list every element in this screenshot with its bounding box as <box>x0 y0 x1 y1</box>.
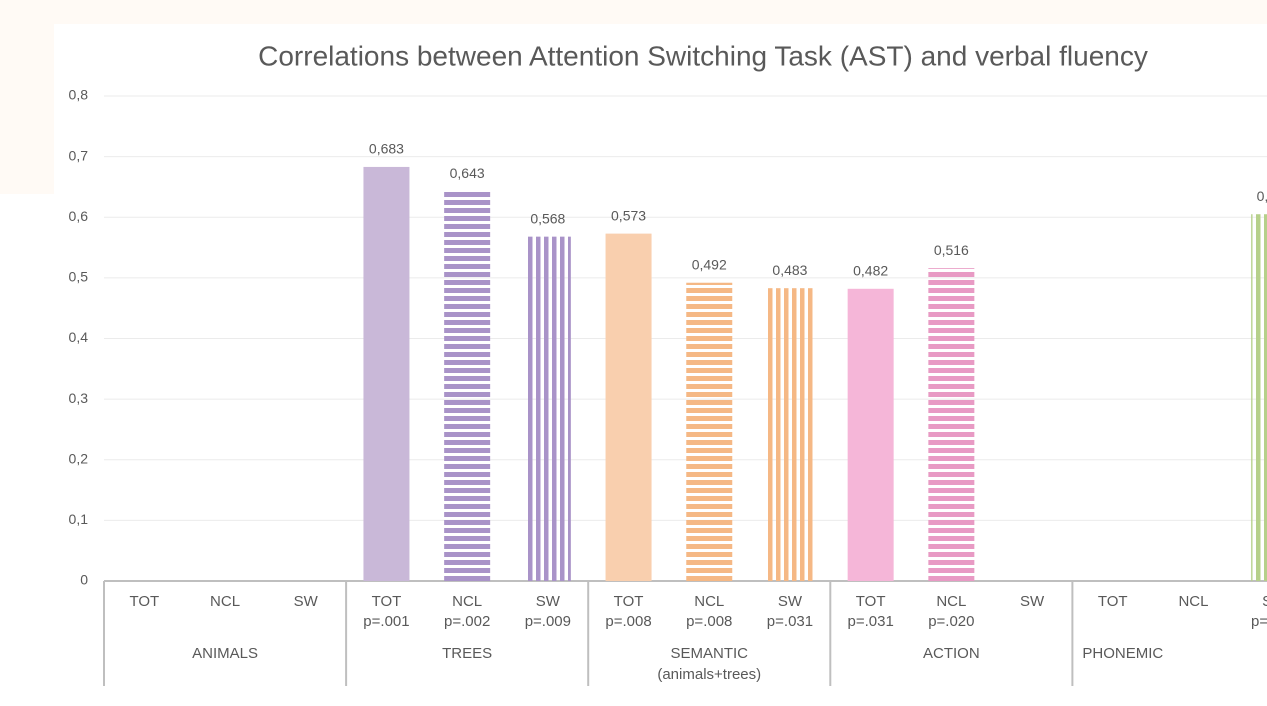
group-label: ACTION <box>923 645 980 662</box>
group-label: ANIMALS <box>192 645 258 662</box>
p-value-label: p=.031 <box>767 613 813 630</box>
value-label: 0,516 <box>934 242 969 258</box>
x-tick-label: TOT <box>1098 593 1128 610</box>
x-tick-label: TOT <box>614 593 644 610</box>
x-tick-label: NCL <box>1178 593 1208 610</box>
p-value-label: p=.001 <box>1251 613 1267 630</box>
value-label: 0,492 <box>692 256 727 272</box>
x-tick-label: SW <box>294 593 319 610</box>
y-tick-label: 0 <box>80 572 88 588</box>
y-tick-label: 0,1 <box>69 511 89 527</box>
x-tick-label: SW <box>1020 593 1045 610</box>
bar <box>686 282 733 581</box>
y-tick-label: 0,2 <box>69 450 89 466</box>
y-tick-label: 0,5 <box>69 269 89 285</box>
group-label: PHONEMIC <box>1082 645 1163 662</box>
bar <box>524 236 571 581</box>
value-label: 0,568 <box>530 210 565 226</box>
bar <box>847 288 894 581</box>
bar <box>444 191 491 581</box>
x-tick-label: NCL <box>210 593 240 610</box>
p-value-label: p=.001 <box>363 613 409 630</box>
x-tick-label: NCL <box>936 593 966 610</box>
side-band <box>0 24 54 194</box>
group-label: TREES <box>442 645 492 662</box>
value-label: 0,605 <box>1257 188 1267 204</box>
value-label: 0,643 <box>450 165 485 181</box>
p-value-label: p=.031 <box>848 613 894 630</box>
y-tick-label: 0,3 <box>69 390 89 406</box>
p-value-label: p=.008 <box>686 613 732 630</box>
group-subtitle: (animals+trees) <box>657 666 761 683</box>
y-tick-label: 0,8 <box>69 87 89 103</box>
x-tick-label: TOT <box>372 593 402 610</box>
bar <box>363 166 410 581</box>
top-band <box>0 0 1267 24</box>
bar <box>766 288 813 581</box>
bar <box>1251 214 1267 581</box>
x-tick-label: NCL <box>694 593 724 610</box>
value-label: 0,573 <box>611 207 646 223</box>
group-label: SEMANTIC <box>670 645 748 662</box>
x-tick-label: NCL <box>452 593 482 610</box>
bar <box>605 233 652 581</box>
p-value-label: p=.002 <box>444 613 490 630</box>
x-tick-label: TOT <box>129 593 159 610</box>
x-tick-label: SW <box>1262 593 1267 610</box>
x-tick-label: SW <box>536 593 561 610</box>
bar <box>928 268 975 581</box>
p-value-label: p=.009 <box>525 613 571 630</box>
value-label: 0,482 <box>853 262 888 278</box>
x-tick-label: TOT <box>856 593 886 610</box>
chart-title: Correlations between Attention Switching… <box>258 40 1148 71</box>
p-value-label: p=.020 <box>928 613 974 630</box>
y-tick-label: 0,6 <box>69 208 89 224</box>
value-label: 0,683 <box>369 141 404 157</box>
y-tick-label: 0,7 <box>69 147 89 163</box>
value-label: 0,483 <box>772 262 807 278</box>
x-tick-label: SW <box>778 593 803 610</box>
y-tick-label: 0,4 <box>69 329 89 345</box>
p-value-label: p=.008 <box>605 613 651 630</box>
